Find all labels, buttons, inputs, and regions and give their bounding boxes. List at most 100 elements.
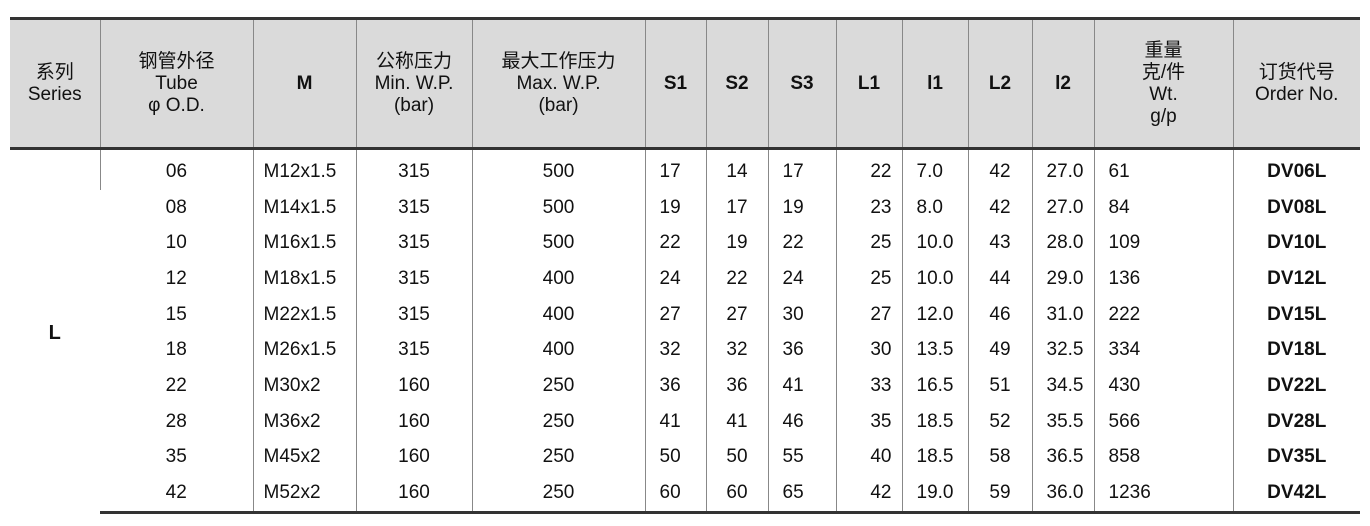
cell-m-thread: M45x2: [252, 439, 356, 476]
cell-min-wp: 315: [355, 332, 472, 369]
cell-order-no: DV10L: [1232, 225, 1360, 262]
cell-min-wp: 315: [355, 189, 472, 226]
cell-max-wp: 400: [471, 296, 645, 333]
cell-s2: 27: [705, 296, 768, 333]
table-row: 08 M14x1.5 315 500 19 17 19 23 8.0 42 27.0 84 DV08L: [10, 189, 1360, 226]
cell-m-thread: M18x1.5: [252, 261, 356, 297]
cell-weight: 222: [1093, 296, 1233, 333]
table-row: 15 M22x1.5 315 400 27 27 30 27 12.0 46 31.0 222 DV15…: [10, 296, 1360, 333]
cell-tube-od: 35: [165, 446, 187, 468]
table-header: 系列 Series 钢管外径 Tube φ O.D. M 公称压力 Min. W.P.…: [10, 17, 1360, 150]
table-row: 22 M30x2 160 250 36 36 41 33 16.5 51 34.5 430 DV22L: [10, 368, 1360, 404]
cell-l1-upper: 33: [835, 368, 902, 404]
cell-m-thread: M22x1.5: [252, 296, 356, 333]
cell-l1-lower: 12.0: [901, 296, 968, 333]
cell-min-wp: 315: [355, 261, 472, 297]
cell-l1-upper: 22: [835, 148, 902, 190]
cell-l2-lower: 27.0: [1031, 189, 1094, 226]
cell-l2-upper: 43: [967, 225, 1032, 262]
cell-l1-lower: 18.5: [901, 439, 968, 476]
cell-s1: 41: [644, 403, 706, 440]
cell-min-wp: 160: [355, 439, 472, 476]
cell-tube-od: 12: [165, 267, 187, 289]
cell-max-wp: 250: [471, 439, 645, 476]
cell-s2: 60: [705, 475, 768, 514]
cell-l2-lower: 32.5: [1031, 332, 1094, 369]
cell-s3: 55: [767, 439, 836, 476]
cell-s2: 36: [705, 368, 768, 404]
cell-weight: 136: [1093, 261, 1233, 297]
cell-order-no: DV28L: [1232, 403, 1360, 440]
cell-l1-lower: 18.5: [901, 403, 968, 440]
cell-m-thread: M14x1.5: [252, 189, 356, 226]
cell-s3: 41: [767, 368, 836, 404]
cell-l2-upper: 46: [967, 296, 1032, 333]
cell-l2-upper: 58: [967, 439, 1032, 476]
header-s3: S3: [767, 17, 836, 150]
cell-max-wp: 500: [471, 189, 645, 226]
cell-s1: 22: [644, 225, 706, 262]
cell-l1-lower: 19.0: [901, 475, 968, 514]
header-series: 系列 Series: [10, 17, 100, 150]
cell-s3: 46: [767, 403, 836, 440]
cell-weight: 334: [1093, 332, 1233, 369]
cell-order-no: DV35L: [1232, 439, 1360, 476]
header-l2-upper: L2: [967, 17, 1032, 150]
cell-s2: 19: [705, 225, 768, 262]
cell-l1-upper: 25: [835, 261, 902, 297]
cell-max-wp: 500: [471, 225, 645, 262]
cell-m-thread: M52x2: [252, 475, 356, 514]
cell-l2-lower: 35.5: [1031, 403, 1094, 440]
cell-s1: 36: [644, 368, 706, 404]
cell-s2: 14: [705, 148, 768, 190]
cell-weight: 430: [1093, 368, 1233, 404]
cell-max-wp: 400: [471, 261, 645, 297]
cell-l2-upper: 49: [967, 332, 1032, 369]
cell-order-no: DV12L: [1232, 261, 1360, 297]
cell-l2-lower: 28.0: [1031, 225, 1094, 262]
cell-s3: 17: [767, 148, 836, 190]
cell-m-thread: M12x1.5: [252, 148, 356, 190]
cell-tube-od: 18: [165, 339, 187, 361]
cell-order-no: DV42L: [1232, 475, 1360, 514]
cell-min-wp: 160: [355, 368, 472, 404]
table-row: 28 M36x2 160 250 41 41 46 35 18.5 52 35.5 566 DV28L: [10, 403, 1360, 440]
cell-order-no: DV22L: [1232, 368, 1360, 404]
table-row: L 06 M12x1.5 315 500 17 14 17 22 7.0 42 27.0 61 DV06L: [10, 148, 1360, 344]
cell-l2-lower: 31.0: [1031, 296, 1094, 333]
cell-l2-lower: 27.0: [1031, 148, 1094, 190]
cell-s1: 24: [644, 261, 706, 297]
cell-weight: 1236: [1093, 475, 1233, 514]
cell-tube-od: 06: [99, 148, 253, 190]
cell-l2-lower: 36.5: [1031, 439, 1094, 476]
header-s1: S1: [644, 17, 706, 150]
cell-weight: 858: [1093, 439, 1233, 476]
cell-l2-lower: 29.0: [1031, 261, 1094, 297]
cell-s2: 50: [705, 439, 768, 476]
cell-l2-lower: 36.0: [1031, 475, 1094, 514]
cell-l1-upper: 30: [835, 332, 902, 369]
cell-s2: 22: [705, 261, 768, 297]
cell-l1-lower: 13.5: [901, 332, 968, 369]
cell-s2: 32: [705, 332, 768, 369]
cell-l1-lower: 8.0: [901, 189, 968, 226]
cell-m-thread: M30x2: [252, 368, 356, 404]
cell-weight: 84: [1093, 189, 1233, 226]
header-order-no: 订货代号 Order No.: [1232, 17, 1360, 150]
cell-order-no: DV15L: [1232, 296, 1360, 333]
cell-s3: 65: [767, 475, 836, 514]
cell-l2-upper: 42: [967, 189, 1032, 226]
cell-order-no: DV18L: [1232, 332, 1360, 369]
header-min-wp: 公称压力 Min. W.P. (bar): [355, 17, 472, 150]
cell-s1: 50: [644, 439, 706, 476]
cell-m-thread: M36x2: [252, 403, 356, 440]
table-body: L 06 M12x1.5 315 500 17 14 17 22 7.0 42 27.0 61 DV06L…: [10, 148, 1360, 514]
cell-s3: 22: [767, 225, 836, 262]
spec-table: 系列 Series 钢管外径 Tube φ O.D. M 公称压力 Min. W.P.…: [10, 17, 1360, 514]
cell-tube-od: 08: [165, 196, 187, 218]
cell-max-wp: 250: [471, 475, 645, 514]
cell-max-wp: 250: [471, 368, 645, 404]
cell-l1-lower: 10.0: [901, 225, 968, 262]
cell-tube-od: 15: [165, 303, 187, 325]
cell-min-wp: 160: [355, 403, 472, 440]
